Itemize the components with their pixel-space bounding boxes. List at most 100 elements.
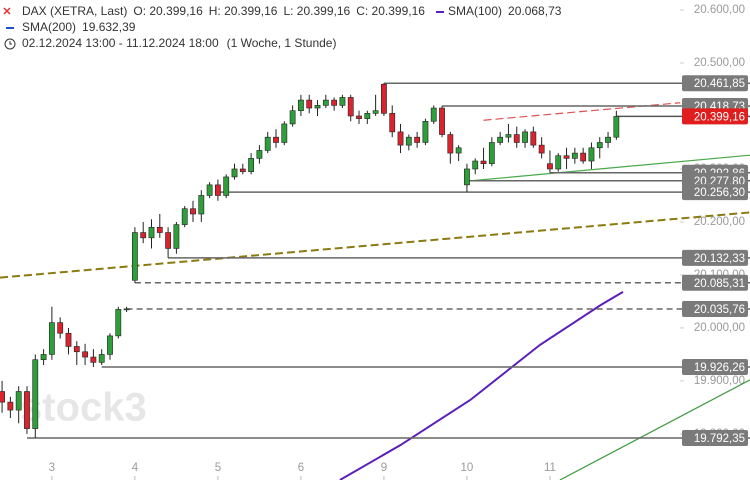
- y-tick-label: 20.500,00: [694, 57, 745, 69]
- candle-body: [472, 160, 479, 170]
- level-label: 20.256,30: [694, 187, 745, 199]
- x-tick-label: 3: [49, 462, 55, 474]
- x-tick-label: 9: [381, 462, 387, 474]
- header-bg: [0, 0, 350, 54]
- candle-body: [356, 115, 362, 119]
- candle-body: [455, 147, 462, 154]
- candle-body: [289, 110, 296, 125]
- candle-body: [522, 131, 528, 143]
- candle-body: [173, 224, 180, 249]
- watermark: stock3: [20, 386, 147, 430]
- trend-line: [559, 379, 750, 480]
- ohlc-value: C: 20.399,16: [356, 4, 425, 18]
- indicator-name: SMA(100): [448, 4, 502, 18]
- indicator-name: SMA(200): [22, 20, 76, 34]
- candle-body: [314, 105, 321, 109]
- level-label-box: [682, 184, 748, 201]
- level-label: 20.399,16: [694, 111, 745, 123]
- candle-body: [123, 308, 130, 311]
- level-label-box: [682, 75, 748, 92]
- candle-body: [115, 309, 122, 337]
- candle-body: [447, 134, 454, 154]
- candle-body: [364, 113, 371, 119]
- level-label-box: [682, 249, 748, 266]
- candle-body: [331, 99, 338, 106]
- candle-body: [389, 113, 396, 133]
- x-tick-label: 11: [544, 462, 556, 474]
- candle-body: [206, 184, 213, 196]
- period: 02.12.2024 13:00 - 11.12.2024 18:00 (1 Wo…: [22, 36, 336, 50]
- level-label: 20.085,31: [694, 278, 745, 290]
- candle-body: [264, 136, 271, 151]
- candle-body: [538, 144, 545, 154]
- level-label: 20.461,85: [694, 78, 745, 90]
- indicator: SMA(100) 20.068,73: [448, 4, 562, 18]
- candle-body: [107, 335, 113, 355]
- candle-body: [32, 359, 39, 429]
- candle-body: [239, 168, 246, 172]
- candle-body: [231, 168, 238, 178]
- candle-body: [596, 142, 603, 149]
- candle-body: [82, 351, 88, 358]
- candle-body: [65, 332, 72, 347]
- candle-body: [281, 123, 288, 143]
- candle-body: [405, 136, 412, 146]
- indicator-value: 19.632,39: [82, 20, 136, 34]
- candle-body: [347, 97, 354, 117]
- candle-body: [98, 354, 105, 363]
- candle-body: [605, 136, 611, 143]
- candle-body: [198, 195, 205, 215]
- candle-body: [464, 168, 470, 186]
- y-tick-label: 20.000,00: [694, 322, 745, 334]
- candle-body: [497, 136, 504, 143]
- y-tick-label: 19.900,00: [694, 375, 745, 387]
- candle-body: [273, 136, 279, 143]
- level-label-box: [682, 108, 748, 125]
- icon: [3, 7, 11, 15]
- y-tick-label: 20.600,00: [694, 4, 745, 16]
- candle-body: [165, 232, 171, 249]
- candle-body: [298, 99, 304, 111]
- candle-body: [15, 391, 22, 411]
- instrument: DAX (XETRA, Last): [22, 4, 127, 18]
- level-label-box: [682, 429, 748, 446]
- candle-body: [439, 107, 445, 135]
- x-tick-label: 6: [298, 462, 304, 474]
- candle-body: [322, 99, 329, 106]
- candle-body: [215, 184, 221, 196]
- interval: (1 Woche, 1 Stunde): [227, 36, 337, 50]
- candle-body: [248, 158, 255, 172]
- ohlc-value: O: 20.399,16: [133, 4, 203, 18]
- x-tick-label: 4: [132, 462, 139, 474]
- level-label-box: [682, 359, 748, 376]
- candle-body: [131, 232, 138, 281]
- candle-body: [513, 134, 520, 143]
- indicator-value: 20.068,73: [508, 4, 562, 18]
- candle-body: [48, 322, 55, 355]
- candle-body: [547, 163, 553, 170]
- candle-body: [181, 208, 188, 225]
- candle-body: [430, 107, 437, 122]
- candle-body: [530, 131, 537, 146]
- level-label: 20.132,33: [694, 253, 745, 265]
- candle-body: [7, 401, 14, 411]
- candle-body: [505, 134, 512, 138]
- ohlc-value: H: 20.399,16: [209, 4, 278, 18]
- candle-body: [73, 346, 80, 353]
- candle-body: [580, 152, 587, 162]
- candle-body: [148, 226, 155, 239]
- trend-line: [466, 154, 750, 182]
- candle-body: [480, 160, 487, 164]
- indicator: SMA(200) 19.632,39: [22, 20, 136, 34]
- candle-body: [256, 150, 263, 159]
- candle-body: [24, 391, 30, 429]
- candle-body: [555, 155, 562, 170]
- candle-body: [40, 354, 47, 361]
- candle-body: [140, 232, 147, 239]
- period-range: 02.12.2024 13:00 - 11.12.2024 18:00: [22, 36, 219, 50]
- level-label: 19.926,26: [694, 362, 745, 374]
- candle-body: [190, 208, 196, 215]
- candle-body: [156, 226, 163, 233]
